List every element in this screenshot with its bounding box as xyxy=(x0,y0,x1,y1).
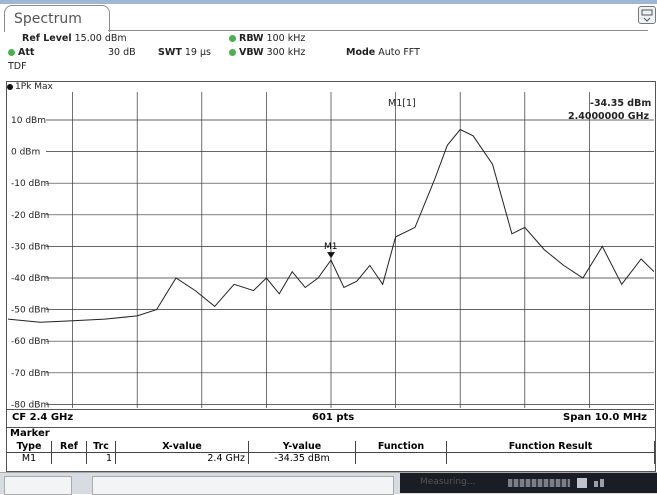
swt-setting[interactable]: SWT 19 µs xyxy=(158,47,211,58)
y-tick-label: 0 dBm xyxy=(11,148,40,158)
y-tick-label: -50 dBm xyxy=(11,306,49,316)
header-x-value: X-value xyxy=(115,441,249,453)
status-text: Measuring... xyxy=(420,477,476,487)
mode-label: Mode xyxy=(346,47,376,58)
rbw-value: 100 kHz xyxy=(266,33,306,44)
y-tick-label: -60 dBm xyxy=(11,337,49,347)
marker-label: M1 xyxy=(324,242,338,252)
mode-setting[interactable]: Mode Auto FFT xyxy=(346,47,420,58)
vbw-setting[interactable]: VBW 300 kHz xyxy=(229,47,305,58)
swt-label: SWT xyxy=(158,47,182,58)
y-tick-label: -40 dBm xyxy=(11,274,49,284)
network-icon xyxy=(594,479,604,487)
spectrum-plot[interactable]: 10 dBm 0 dBm -10 dBm -20 dBm -30 dBm -40 dBm -… xyxy=(8,92,654,408)
trace-dot-icon xyxy=(7,83,13,90)
mode-value: Auto FFT xyxy=(378,47,420,58)
header-function: Function xyxy=(355,441,447,453)
marker-table: Type Ref Trc X-value Y-value Function Fu… xyxy=(7,441,655,464)
rbw-label: RBW xyxy=(239,33,264,44)
sweep-points: 601 pts xyxy=(312,412,355,423)
marker-readout-level: -34.35 dBm xyxy=(590,98,652,109)
ref-level-setting[interactable]: Ref Level 15.00 dBm xyxy=(22,33,127,44)
y-tick-label: -80 dBm xyxy=(11,400,49,408)
measuring-status: Measuring... xyxy=(400,473,657,493)
header-y-value: Y-value xyxy=(248,441,356,453)
marker-table-header-row: Type Ref Trc X-value Y-value Function Fu… xyxy=(7,441,655,453)
header-trc: Trc xyxy=(86,441,116,453)
att-indicator-icon xyxy=(8,49,15,56)
window-top-edge xyxy=(0,0,657,4)
cell-y-value: -34.35 dBm xyxy=(248,452,356,464)
vbw-value: 300 kHz xyxy=(266,47,306,58)
marker-table-title: Marker xyxy=(10,428,50,439)
vbw-indicator-icon xyxy=(229,49,236,56)
att-value: 30 dB xyxy=(108,47,136,58)
trace-label-text: 1Pk Max xyxy=(15,82,53,92)
y-tick-label: -70 dBm xyxy=(11,369,49,379)
ref-level-label: Ref Level xyxy=(22,33,72,44)
tdf-label: TDF xyxy=(8,61,27,72)
center-frequency: CF 2.4 GHz xyxy=(12,412,74,423)
plot-footer: CF 2.4 GHz 601 pts Span 10.0 MHz xyxy=(6,409,654,426)
marker-table-panel: Marker Type Ref Trc X-value Y-value Func… xyxy=(6,427,656,472)
status-bar-segment-left[interactable] xyxy=(4,476,72,495)
tab-divider xyxy=(108,30,648,31)
y-tick-label: -10 dBm xyxy=(11,179,49,189)
header-ref: Ref xyxy=(51,441,87,453)
cell-function xyxy=(355,452,447,464)
cell-x-value: 2.4 GHz xyxy=(115,452,249,464)
progress-bar xyxy=(508,479,570,487)
table-row[interactable]: M1 1 2.4 GHz -34.35 dBm xyxy=(7,452,655,464)
rbw-indicator-icon xyxy=(229,35,236,42)
swt-value: 19 µs xyxy=(184,47,211,58)
tab-spectrum[interactable]: Spectrum xyxy=(4,5,110,32)
plot-grid xyxy=(46,92,654,408)
cell-function-result xyxy=(446,452,655,464)
y-tick-label: -20 dBm xyxy=(11,211,49,221)
y-tick-label: 10 dBm xyxy=(11,116,46,126)
header-function-result: Function Result xyxy=(446,441,655,453)
progress-end-icon xyxy=(577,478,587,488)
att-label: Att xyxy=(18,47,35,58)
marker-readout-freq: 2.4000000 GHz xyxy=(568,111,650,122)
header-type: Type xyxy=(7,441,52,453)
att-setting[interactable]: Att xyxy=(8,47,34,58)
menu-icon[interactable] xyxy=(638,6,656,24)
cell-ref xyxy=(51,452,87,464)
vbw-label: VBW xyxy=(239,47,264,58)
ref-level-value: 15.00 dBm xyxy=(74,33,127,44)
spectrum-plot-frame xyxy=(6,81,656,428)
cell-type: M1 xyxy=(7,452,52,464)
rbw-setting[interactable]: RBW 100 kHz xyxy=(229,33,305,44)
window-menu-icon xyxy=(641,9,653,22)
y-axis-labels: 10 dBm 0 dBm -10 dBm -20 dBm -30 dBm -40 dBm -… xyxy=(11,116,49,408)
plot-marker: M1 xyxy=(324,242,338,259)
marker-triangle-icon xyxy=(327,252,335,259)
trace-line xyxy=(8,128,654,323)
y-tick-label: -30 dBm xyxy=(11,242,49,252)
trace-label[interactable]: 1Pk Max xyxy=(7,82,53,92)
marker-readout-name: M1[1] xyxy=(388,98,416,109)
status-bar-segment-middle[interactable] xyxy=(92,476,394,495)
tab-label: Spectrum xyxy=(14,11,82,27)
cell-trc: 1 xyxy=(86,452,116,464)
span-value: Span 10.0 MHz xyxy=(563,412,648,423)
